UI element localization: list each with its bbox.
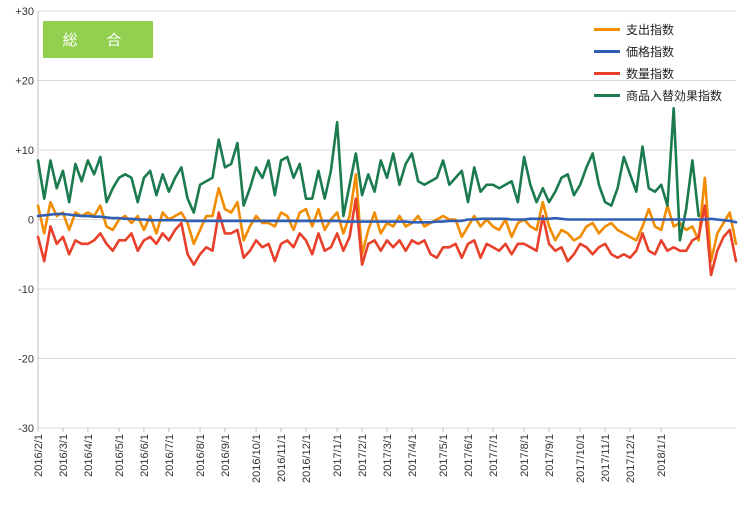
series-lines: [36, 107, 738, 277]
x-tick-label: 2016/2/1: [33, 434, 45, 477]
x-tick-label: 2017/3/1: [382, 434, 394, 477]
series-line-1: [36, 212, 738, 224]
legend-swatch: [594, 93, 620, 97]
y-tick-label: 0: [28, 215, 34, 227]
x-tick-label: 2016/4/1: [83, 434, 95, 477]
legend-label: 支出指数: [626, 22, 675, 37]
x-tick-label: 2016/9/1: [220, 434, 232, 477]
x-tick-label: 2017/1/1: [332, 434, 344, 477]
y-tick-label: -20: [18, 354, 34, 366]
y-tick-label: +30: [15, 6, 34, 18]
x-tick-label: 2017/9/1: [544, 434, 556, 477]
x-tick-label: 2017/5/1: [438, 434, 450, 477]
x-tick-label: 2017/6/1: [463, 434, 475, 477]
category-badge: 総 合: [43, 21, 153, 58]
x-tick-label: 2017/2/1: [357, 434, 369, 477]
x-tick-label: 2017/4/1: [407, 434, 419, 477]
series-line-3: [36, 107, 700, 242]
legend-label: 数量指数: [626, 66, 675, 81]
legend-item-0: 支出指数: [594, 18, 722, 40]
x-tick-label: 2016/6/1: [139, 434, 151, 477]
y-tick-label: +10: [15, 145, 34, 157]
x-tick-label: 2016/10/1: [251, 434, 263, 483]
x-tick-label: 2016/8/1: [195, 434, 207, 477]
y-tick-label: -30: [18, 423, 34, 435]
x-tick-label: 2017/8/1: [519, 434, 531, 477]
x-tick-label: 2017/7/1: [488, 434, 500, 477]
x-tick-label: 2016/5/1: [114, 434, 126, 477]
series-line-0: [36, 173, 738, 263]
x-tick-label: 2017/12/1: [625, 434, 637, 483]
y-axis-ticks: +30 +20 +10 0 -10 -20 -30: [15, 6, 34, 435]
x-tick-label: 2017/10/1: [575, 434, 587, 483]
legend: 支出指数価格指数数量指数商品入替効果指数: [594, 18, 722, 106]
y-tick-label: +20: [15, 76, 34, 88]
x-tick-label: 2016/12/1: [301, 434, 313, 483]
x-tick-label: 2016/7/1: [164, 434, 176, 477]
legend-swatch: [594, 71, 620, 75]
legend-swatch: [594, 49, 620, 53]
x-tick-label: 2017/11/1: [600, 434, 612, 482]
legend-swatch: [594, 27, 620, 31]
legend-label: 商品入替効果指数: [626, 88, 723, 103]
legend-item-2: 数量指数: [594, 62, 722, 84]
x-tick-label: 2016/3/1: [58, 434, 70, 477]
x-tick-label: 2018/1/1: [656, 434, 668, 477]
series-line-2: [36, 197, 738, 277]
x-axis-ticks: 2016/2/1 2016/3/1 2016/4/1 2016/5/1 2016/6/1…: [33, 428, 668, 483]
y-tick-label: -10: [18, 284, 34, 296]
x-tick-label: 2016/11/1: [276, 434, 288, 482]
legend-label: 価格指数: [626, 44, 675, 59]
legend-item-3: 商品入替効果指数: [594, 84, 722, 106]
legend-item-1: 価格指数: [594, 40, 722, 62]
